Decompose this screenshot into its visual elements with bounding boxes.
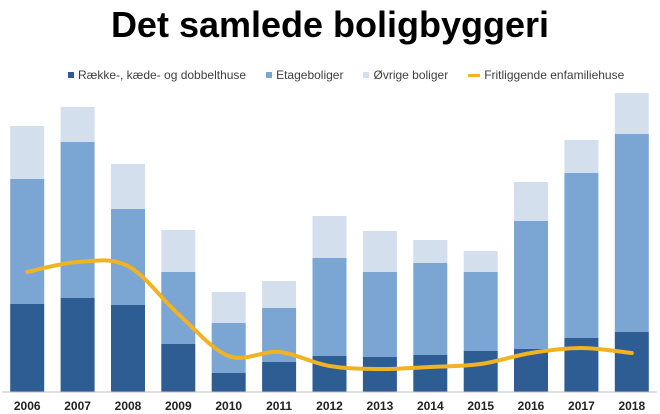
bar-1-2006 [10, 179, 45, 304]
legend: Række-, kæde- og dobbelthuse Etagebolige… [68, 68, 624, 82]
bar-2-2013 [362, 231, 397, 272]
line-point-2017 [580, 347, 582, 349]
legend-item-ovrige: Øvrige boliger [363, 68, 448, 82]
legend-swatch-raekkehuse [68, 72, 74, 78]
bar-1-2017 [564, 173, 599, 338]
legend-item-etageboliger: Etageboliger [266, 68, 343, 82]
bar-1-2015 [463, 272, 498, 351]
line-point-2009 [177, 313, 179, 315]
bar-1-2014 [413, 263, 448, 355]
legend-item-fritliggende: Fritliggende enfamiliehuse [468, 68, 624, 82]
legend-label-raekkehuse: Række-, kæde- og dobbelthuse [78, 68, 247, 82]
line-point-2014 [429, 366, 431, 368]
bar-1-2007 [60, 142, 95, 298]
legend-label-ovrige: Øvrige boliger [373, 68, 449, 82]
line-point-2010 [228, 355, 230, 357]
line-point-2006 [26, 271, 28, 273]
bar-1-2012 [312, 258, 347, 356]
bar-0-2009 [161, 344, 196, 392]
line-point-2013 [379, 368, 381, 370]
x-tick-label: 2017 [568, 399, 595, 413]
line-point-2011 [278, 351, 280, 353]
legend-swatch-etageboliger [266, 72, 273, 78]
bar-2-2009 [161, 230, 196, 272]
x-tick-label: 2015 [467, 399, 494, 413]
line-point-2016 [530, 352, 532, 354]
bar-2-2015 [463, 251, 498, 272]
x-tick-label: 2013 [367, 399, 394, 413]
bar-0-2008 [111, 305, 145, 392]
chart-title: Det samlede boligbyggeri [110, 4, 550, 45]
bar-0-2007 [60, 298, 95, 392]
x-tick-label: 2014 [417, 399, 444, 413]
bar-2-2018 [614, 93, 649, 134]
bar-0-2011 [262, 362, 297, 392]
x-tick-label: 2012 [316, 399, 343, 413]
bar-2-2017 [564, 140, 599, 173]
bar-2-2016 [514, 182, 548, 221]
bar-0-2013 [362, 357, 397, 392]
bar-0-2006 [10, 304, 45, 392]
bar-1-2013 [362, 272, 397, 357]
bar-0-2018 [614, 332, 649, 392]
x-tick-label: 2018 [618, 399, 645, 413]
line-point-2012 [329, 365, 330, 367]
bar-1-2008 [111, 209, 145, 305]
bar-0-2010 [211, 373, 246, 392]
x-tick-label: 2009 [165, 399, 192, 413]
bar-2-2010 [211, 292, 246, 323]
bar-2-2011 [262, 281, 297, 308]
x-tick-label: 2010 [215, 399, 242, 413]
bar-2-2008 [111, 164, 145, 209]
x-tick-label: 2016 [518, 399, 545, 413]
line-point-2018 [631, 352, 633, 354]
bar-2-2012 [312, 216, 347, 258]
x-tick-label: 2006 [14, 399, 41, 413]
legend-swatch-fritliggende [468, 73, 481, 77]
line-point-2008 [127, 265, 129, 267]
x-tick-label: 2008 [115, 399, 142, 413]
bar-2-2014 [413, 240, 448, 263]
line-point-2007 [77, 261, 79, 263]
bar-0-2014 [413, 355, 448, 392]
x-tick-label: 2011 [266, 399, 292, 413]
legend-swatch-ovrige [363, 72, 370, 78]
x-tick-label: 2007 [64, 399, 91, 413]
legend-label-etageboliger: Etageboliger [276, 68, 344, 82]
bar-0-2015 [463, 351, 498, 392]
bar-1-2016 [514, 221, 548, 349]
bar-1-2018 [614, 134, 649, 332]
legend-item-raekkehuse: Række-, kæde- og dobbelthuse [68, 68, 246, 82]
bar-1-2009 [161, 272, 196, 344]
bar-2-2006 [10, 126, 45, 179]
bar-2-2007 [60, 107, 95, 142]
line-point-2015 [480, 363, 482, 365]
legend-label-fritliggende: Fritliggende enfamiliehuse [484, 68, 625, 82]
